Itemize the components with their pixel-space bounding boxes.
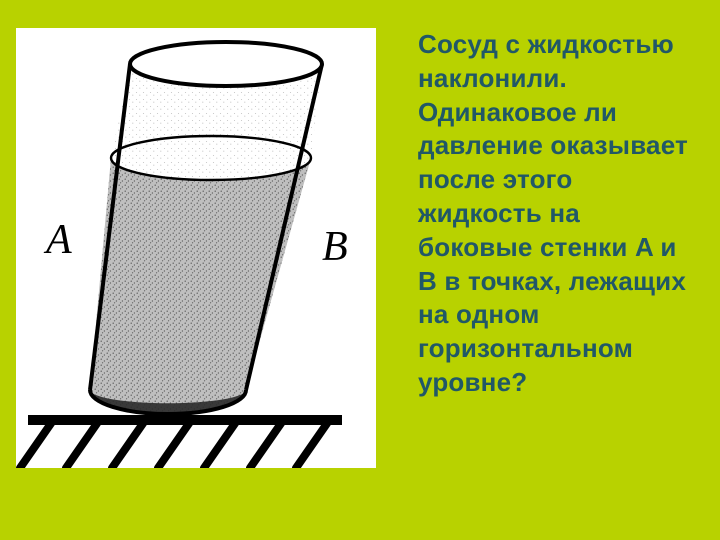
page-container: AB Сосуд с жидкостью наклонили. Одинаков…	[0, 0, 720, 540]
question-text: Сосуд с жидкостью наклонили. Одинаковое …	[418, 28, 700, 400]
tilted-vessel-svg: AB	[16, 28, 376, 468]
text-panel: Сосуд с жидкостью наклонили. Одинаковое …	[400, 0, 720, 540]
figure-card: AB	[16, 28, 376, 468]
svg-text:B: B	[322, 224, 348, 270]
figure-panel: AB	[0, 0, 400, 540]
svg-text:A: A	[43, 217, 72, 263]
